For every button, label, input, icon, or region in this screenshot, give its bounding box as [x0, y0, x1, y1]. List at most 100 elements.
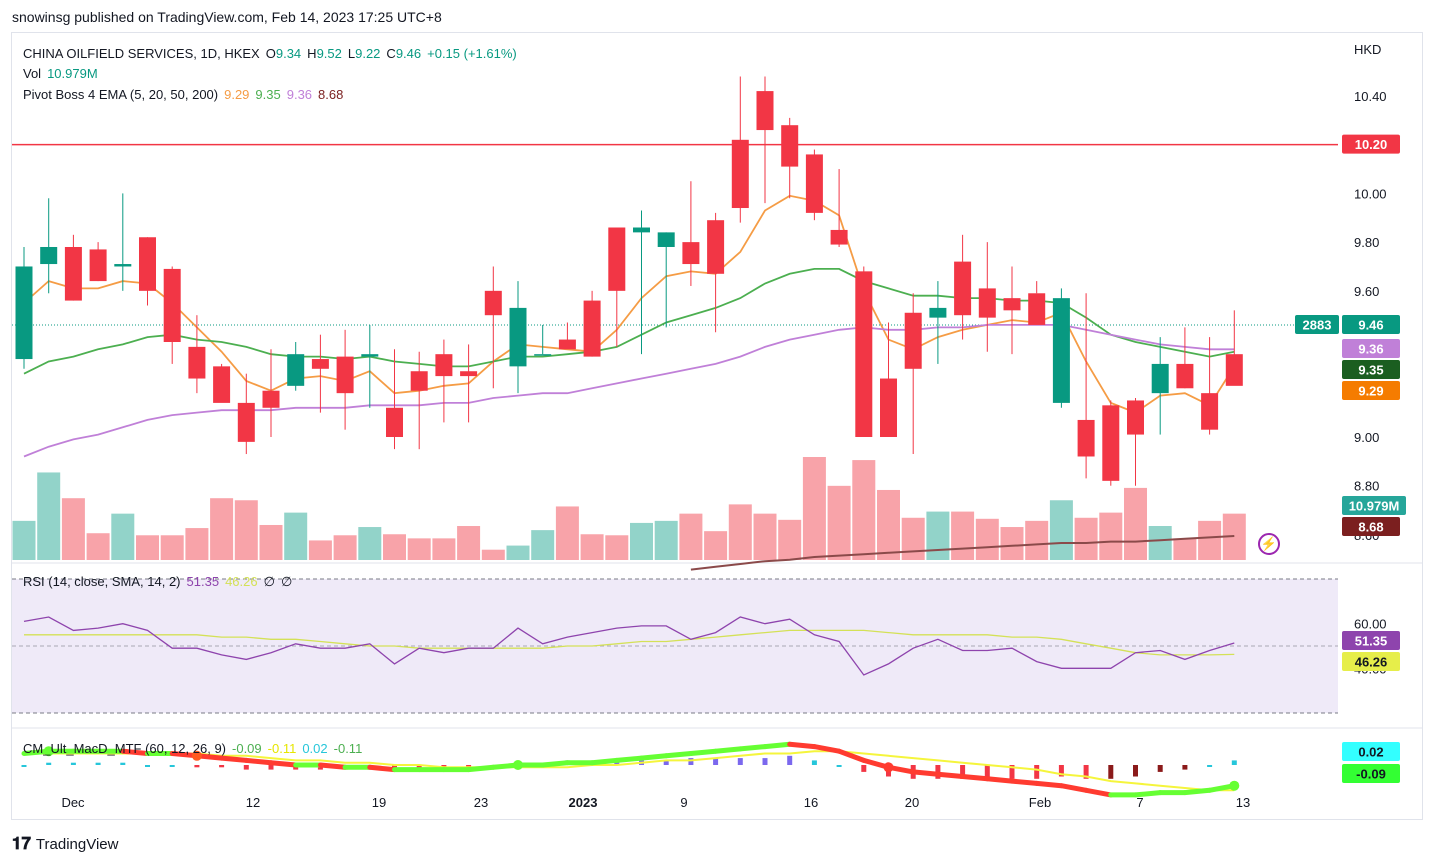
ema20-value: 9.35 [255, 87, 281, 102]
macd-line-segment [811, 744, 842, 754]
candle-body [731, 139, 749, 209]
rsi-badge: 51.35 [1355, 634, 1388, 649]
candle-body [509, 307, 527, 367]
x-tick-label: 7 [1136, 795, 1143, 810]
candle-body [188, 346, 206, 379]
volume-bar [308, 540, 332, 560]
rsi-na-1: ∅ [263, 574, 275, 589]
macd-cross-dot [43, 746, 54, 757]
countdown-badge-bg [1295, 315, 1339, 334]
macd-badge-bg [1342, 764, 1400, 783]
candle-body [880, 378, 897, 437]
macd-line-segment [367, 764, 397, 773]
rsi-na-2: ∅ [280, 574, 293, 589]
footer: 𝟏𝟕 TradingView [12, 834, 118, 854]
candle-body [830, 229, 848, 245]
chart-frame[interactable] [11, 32, 1423, 820]
ema-legend: Pivot Boss 4 EMA (5, 20, 50, 200) 9.29 9.3… [23, 87, 349, 102]
macd-line-segment [120, 748, 150, 756]
volume-bar [160, 535, 184, 560]
macd-histogram-bar [145, 765, 150, 767]
candle-body [435, 354, 453, 377]
macd-line-segment [984, 776, 1015, 784]
ema20-badge: 9.35 [1358, 363, 1383, 378]
low-label: L [347, 46, 356, 61]
macd-line-segment [466, 764, 496, 773]
x-tick-label: 16 [804, 795, 818, 810]
macd-line-segment [540, 760, 570, 768]
rsi-ma-value: 46.26 [225, 574, 258, 589]
macd-histogram-bar [663, 760, 669, 765]
macd-line-segment [317, 762, 348, 770]
volume-bar [580, 534, 604, 560]
macd-histogram-bar [1231, 760, 1237, 765]
macd-line-segment [219, 755, 249, 763]
candle-body [237, 402, 255, 442]
volume-bar [852, 460, 876, 560]
volume-bar [802, 457, 826, 560]
candle-body [756, 91, 774, 131]
macd-histogram-bar [762, 758, 768, 765]
price-tick-label: 9.00 [1354, 430, 1379, 445]
volume-bar [111, 513, 135, 560]
candle-body [1151, 363, 1169, 394]
ema-label: Pivot Boss 4 EMA (5, 20, 50, 200) [23, 87, 219, 102]
volume-bar [1025, 520, 1049, 560]
symbol-title: CHINA OILFIELD SERVICES, 1D, HKEX [23, 46, 260, 61]
volume-bar [1124, 487, 1147, 560]
lightning-icon[interactable]: ⚡ [1258, 533, 1280, 555]
volume-bar [827, 485, 851, 560]
volume-bar [753, 513, 777, 560]
volume-bar [481, 549, 505, 560]
candle-body [954, 261, 972, 316]
price-tick-label: 9.80 [1354, 235, 1379, 250]
macd-histogram-bar [1157, 765, 1163, 772]
rsi-ma-badge: 46.26 [1355, 655, 1388, 670]
macd-line-segment [243, 757, 274, 766]
macd-histogram-bar [1009, 765, 1015, 779]
macd-line-segment [268, 760, 299, 768]
macd-badge: -0.09 [1356, 767, 1386, 782]
x-tick-label: 13 [1236, 795, 1250, 810]
macd-line-segment [836, 748, 867, 763]
macd-hist-badge-bg [1342, 742, 1400, 761]
volume-bar [951, 511, 975, 560]
candle-body [89, 249, 107, 282]
macd-histogram-bar [787, 755, 793, 765]
candle-body [1201, 393, 1219, 430]
macd-histogram-bar [737, 758, 743, 765]
x-tick-label: 19 [372, 795, 386, 810]
macd-histogram-bar [46, 762, 52, 765]
currency-label: HKD [1354, 42, 1381, 57]
price-tick-label: 10.00 [1354, 186, 1387, 201]
macd-histogram-bar [713, 758, 719, 765]
candle-body [657, 232, 675, 247]
volume-bar [506, 545, 530, 560]
macd-line-segment [737, 744, 768, 752]
volume-bar [605, 535, 629, 560]
ema50-value: 9.36 [286, 87, 313, 102]
volume-bar [61, 498, 85, 560]
ema200-value: 8.68 [318, 87, 344, 102]
macd-line-segment [762, 741, 793, 750]
macd-line-segment [935, 771, 966, 779]
candle-body [1225, 354, 1243, 386]
candle-body [707, 220, 725, 274]
ema20-badge-bg [1342, 360, 1400, 379]
macd-histogram-bar [1083, 765, 1089, 779]
x-tick-label: 20 [905, 795, 919, 810]
ema-line-200 [690, 535, 1235, 571]
resistance-badge-bg [1342, 134, 1400, 154]
high-value: 9.52 [316, 46, 342, 61]
candle-body [855, 271, 873, 437]
macd-line-segment [1034, 780, 1064, 789]
tradingview-logo-icon: 𝟏𝟕 [12, 834, 31, 854]
candle-body [978, 288, 996, 318]
volume-bar [358, 527, 382, 560]
candle-body [1077, 419, 1095, 457]
macd-line-segment [1058, 783, 1089, 793]
vol-value: 10.979M [47, 66, 98, 81]
macd-cross-dot [191, 750, 202, 761]
macd-line-segment [1009, 778, 1040, 786]
